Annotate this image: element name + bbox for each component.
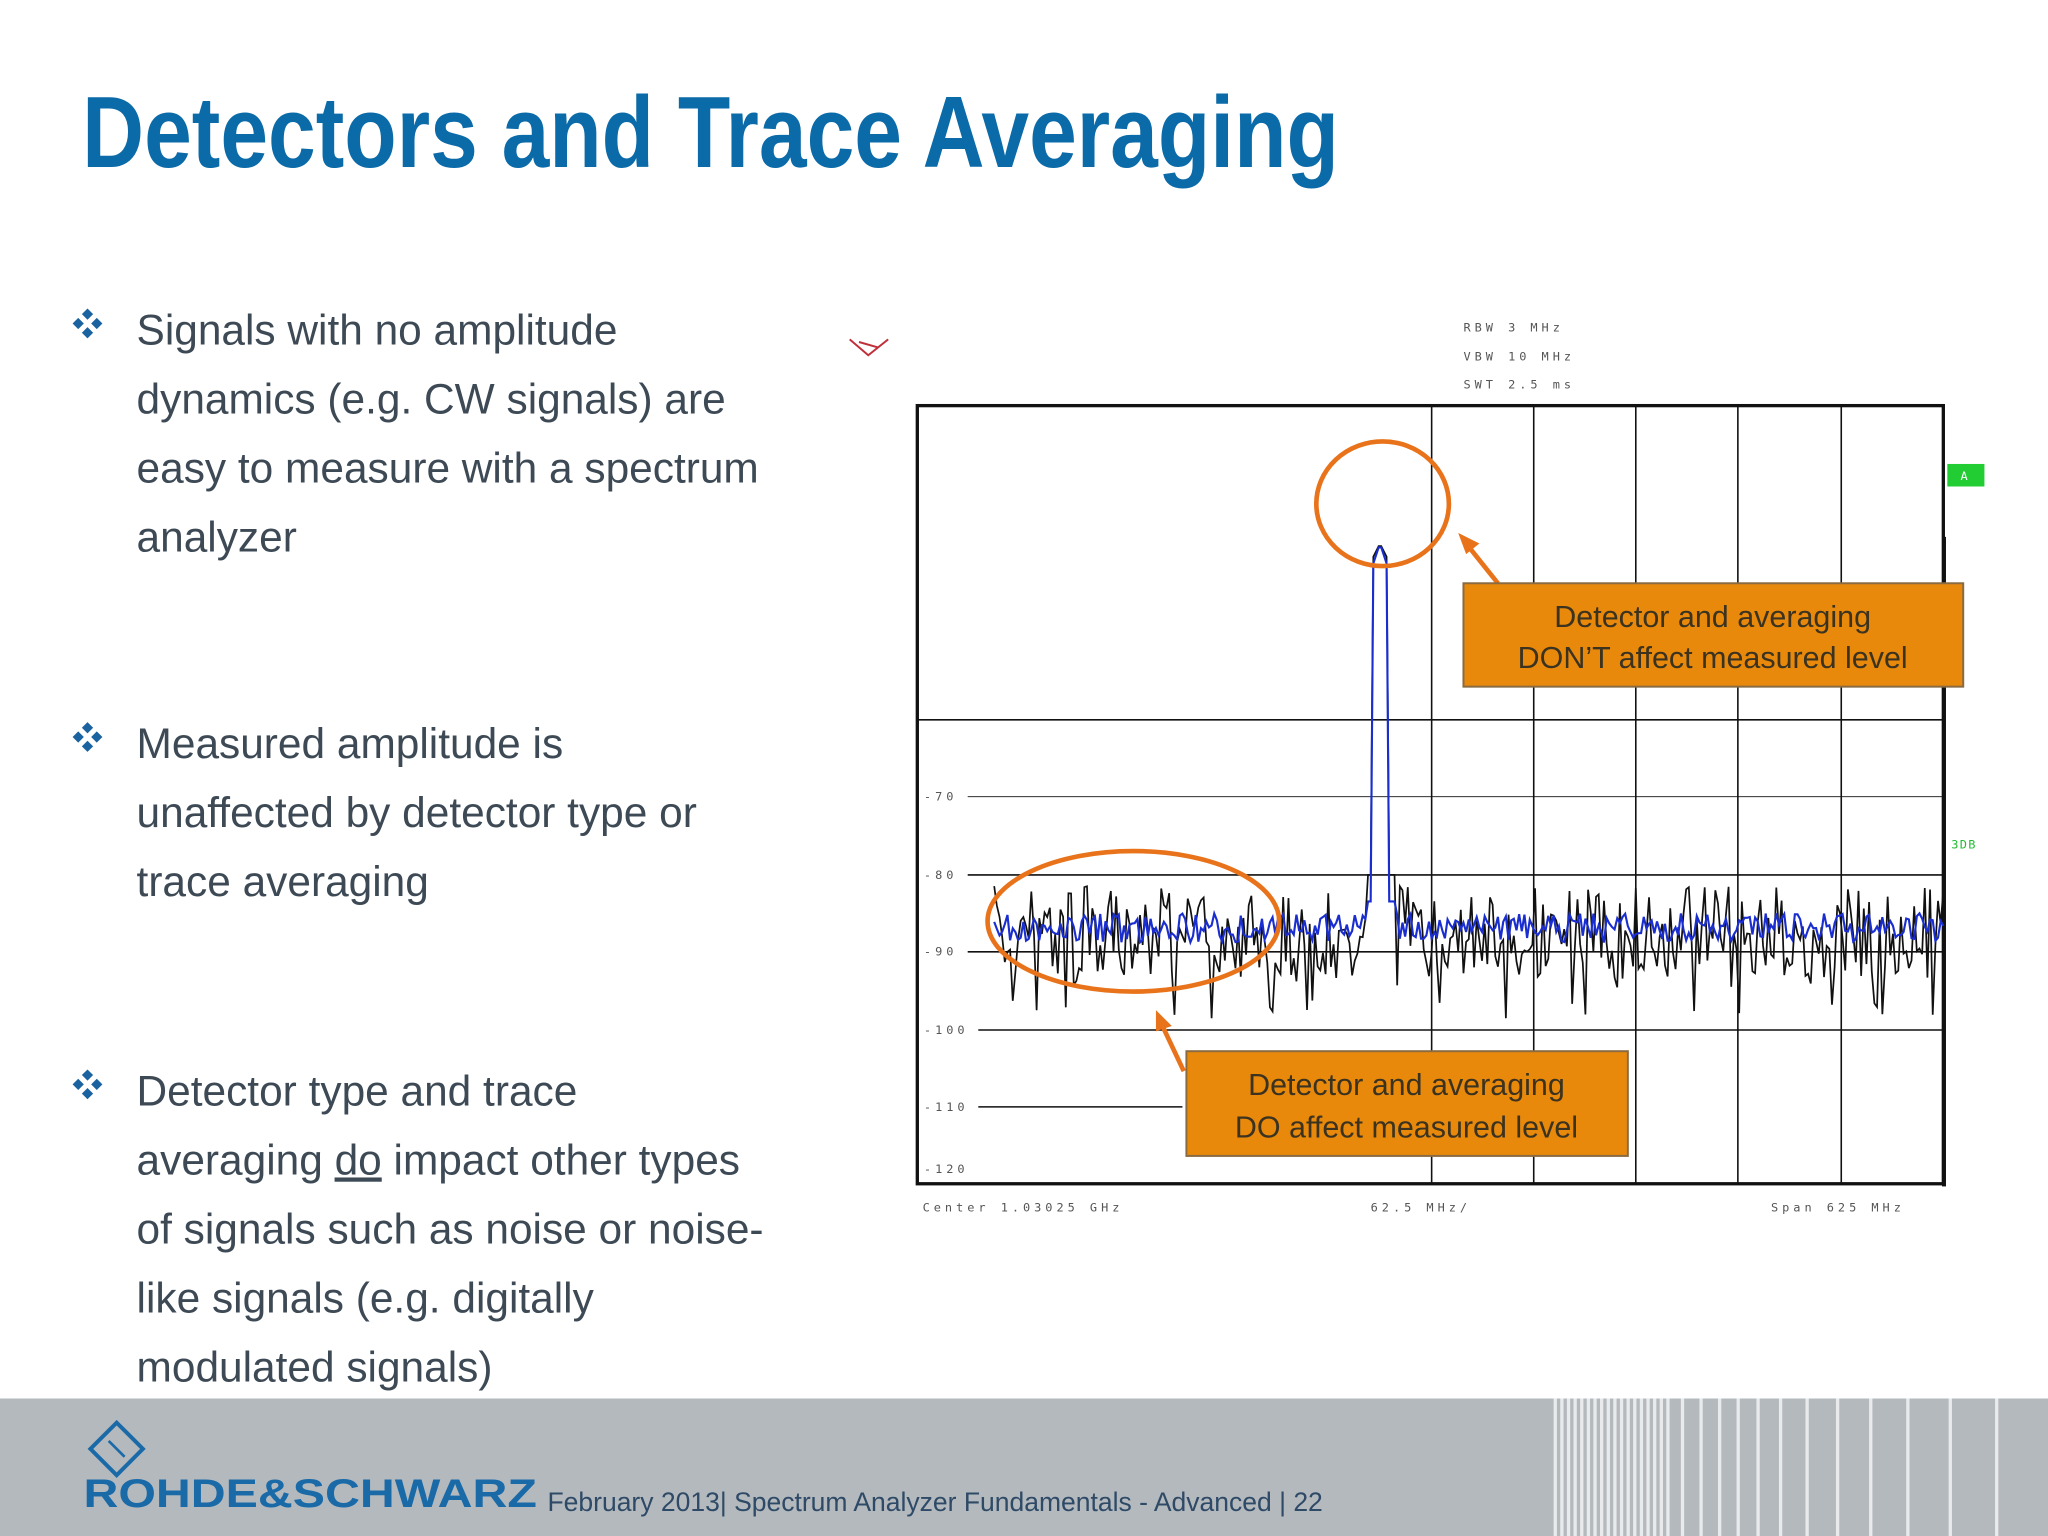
footer-bar bbox=[1653, 1398, 1657, 1536]
footer-bar bbox=[1756, 1398, 1760, 1536]
callout-box bbox=[1185, 1050, 1629, 1157]
highlight-ellipse bbox=[985, 848, 1282, 994]
level-label: -80 bbox=[924, 868, 957, 882]
text: impact other types bbox=[382, 1136, 740, 1183]
trace-average bbox=[993, 546, 1945, 946]
footer-bars bbox=[1553, 1398, 1999, 1536]
bullet-line: trace averaging bbox=[137, 858, 429, 905]
trace-marker: A bbox=[1961, 469, 1968, 483]
callout-box bbox=[1462, 582, 1965, 688]
screen-edge bbox=[1942, 536, 1946, 1187]
footer-bar bbox=[1659, 1398, 1663, 1536]
footer-bar bbox=[1566, 1398, 1571, 1536]
footer-bar bbox=[1666, 1398, 1670, 1536]
text: averaging bbox=[137, 1136, 335, 1183]
center-label: Center 1.03025 GHz bbox=[923, 1201, 1124, 1215]
callout-text: Detector and averaging bbox=[1554, 600, 1871, 634]
division-label: 62.5 MHz/ bbox=[1371, 1201, 1471, 1215]
level-label: -100 bbox=[924, 1023, 969, 1037]
footer-bar bbox=[1736, 1398, 1740, 1536]
setting: VBW 10 MHz bbox=[1463, 350, 1575, 364]
level-label: -70 bbox=[924, 790, 957, 804]
footer-bar bbox=[1778, 1398, 1783, 1536]
setting: RBW 3 MHz bbox=[1463, 320, 1563, 334]
footer-bar bbox=[1948, 1398, 1952, 1536]
footer-bar bbox=[1869, 1398, 1873, 1536]
footer-bar bbox=[1639, 1398, 1644, 1536]
arrow bbox=[1159, 1022, 1186, 1073]
level-label: -110 bbox=[924, 1100, 969, 1114]
side-label: 3DB bbox=[1951, 837, 1977, 851]
footer-bar bbox=[1646, 1398, 1650, 1536]
bullet-line: of signals such as noise or noise- bbox=[137, 1205, 764, 1252]
footer-bar bbox=[1805, 1398, 1809, 1536]
bullet-line: Measured amplitude is bbox=[137, 720, 564, 767]
marker-icon bbox=[849, 338, 889, 357]
footer-bar bbox=[1560, 1398, 1564, 1536]
bullet-line: Detector type and trace bbox=[137, 1068, 578, 1115]
footer-bar bbox=[1613, 1398, 1617, 1536]
footer-bar bbox=[1699, 1398, 1703, 1536]
footer-band bbox=[0, 1398, 2048, 1536]
level-label: -90 bbox=[924, 945, 957, 959]
underlined-text: do bbox=[335, 1136, 382, 1183]
bullet-line: Signals with no amplitude bbox=[137, 307, 618, 354]
logo-diamond bbox=[87, 1419, 146, 1478]
title: Detectors and Trace Averaging bbox=[82, 77, 1339, 189]
arrow-head bbox=[1458, 532, 1480, 555]
footer-bar bbox=[1619, 1398, 1624, 1536]
arrow bbox=[1464, 542, 1500, 585]
footer-bar bbox=[1580, 1398, 1584, 1536]
highlight-circle bbox=[1314, 439, 1452, 569]
arrow-head bbox=[1155, 1010, 1172, 1032]
footer-bar bbox=[1995, 1398, 1999, 1536]
bullet-line: dynamics (e.g. CW signals) are bbox=[137, 376, 726, 423]
footer-bar bbox=[1573, 1398, 1577, 1536]
callout-text: DO affect measured level bbox=[1235, 1110, 1578, 1144]
bullet-line: averaging do impact other types bbox=[137, 1136, 740, 1183]
bullet-line: easy to measure with a spectrum bbox=[137, 445, 759, 492]
footer-bar bbox=[1717, 1398, 1722, 1536]
bullet-line: unaffected by detector type or bbox=[137, 789, 697, 836]
trace-max bbox=[993, 545, 1945, 1019]
logo-stroke bbox=[107, 1439, 126, 1458]
footer-bar bbox=[1593, 1398, 1597, 1536]
brand: ROHDE&SCHWARZ bbox=[84, 1472, 537, 1516]
span-label: Span 625 MHz bbox=[1771, 1201, 1905, 1215]
callout-text: Detector and averaging bbox=[1248, 1068, 1565, 1102]
footer-bar bbox=[1835, 1398, 1840, 1536]
footer-bar bbox=[1633, 1398, 1637, 1536]
bullet-line: analyzer bbox=[137, 513, 297, 560]
logo bbox=[87, 1419, 146, 1478]
footer-bar bbox=[1553, 1398, 1557, 1536]
footer-bar bbox=[1606, 1398, 1610, 1536]
footer-bar bbox=[1599, 1398, 1604, 1536]
footer-bar bbox=[1906, 1398, 1910, 1536]
bullet-line: modulated signals) bbox=[137, 1343, 493, 1390]
setting: SWT 2.5 ms bbox=[1463, 377, 1575, 391]
footer-bar bbox=[1626, 1398, 1630, 1536]
callout-text: DON’T affect measured level bbox=[1518, 641, 1908, 675]
bullet-line: like signals (e.g. digitally bbox=[137, 1274, 595, 1321]
annotations bbox=[985, 439, 1500, 1073]
footer-bar bbox=[1586, 1398, 1591, 1536]
footer-bar bbox=[1680, 1398, 1685, 1536]
trace-marker-box bbox=[1947, 463, 1985, 487]
footer-text: February 2013| Spectrum Analyzer Fundame… bbox=[547, 1487, 1322, 1517]
level-label: -120 bbox=[924, 1162, 969, 1176]
